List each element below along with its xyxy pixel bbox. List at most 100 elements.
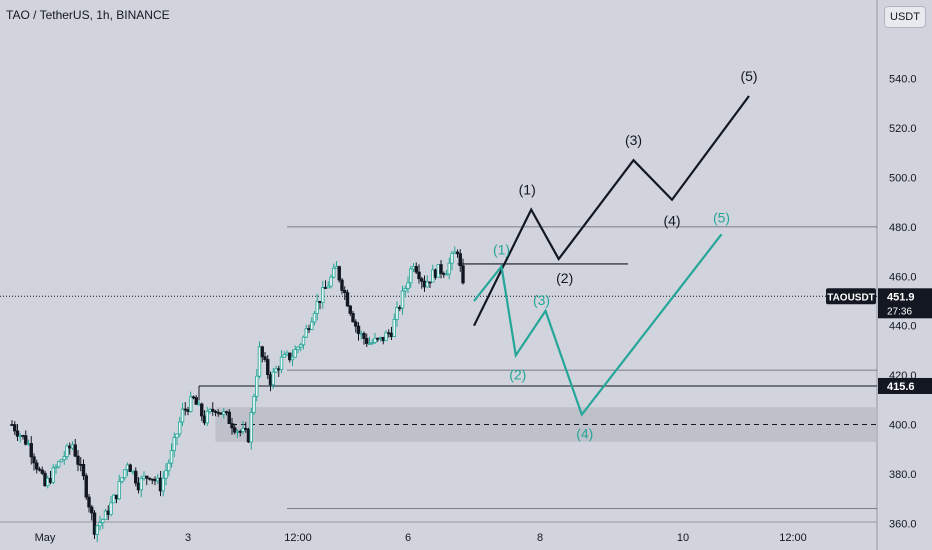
candle-up [51, 467, 55, 483]
wave-black-path [473, 95, 750, 327]
candle-up [378, 336, 383, 339]
x-tick-label: 8 [537, 532, 543, 544]
candle-up [197, 403, 201, 406]
candle-up [57, 461, 61, 468]
currency-button[interactable]: USDT [884, 6, 926, 28]
chart-title: TAO / TetherUS, 1h, BINANCE [6, 8, 170, 22]
zone-layer [215, 407, 877, 442]
candle-up [255, 375, 259, 397]
candle-up [304, 328, 308, 338]
candle-down [277, 368, 281, 371]
symbol-tag-label: TAOUSDT [827, 292, 875, 303]
candle-up [290, 356, 295, 361]
candle-down [37, 468, 42, 471]
candle-up [312, 313, 317, 323]
candle-up [123, 469, 127, 479]
candle-up [222, 411, 226, 415]
candle-down [455, 251, 460, 255]
candle-down [202, 415, 207, 424]
candle-up [164, 470, 168, 479]
candle-up [161, 477, 165, 492]
wave-green-label: (5) [713, 209, 730, 225]
candle-down [414, 266, 418, 273]
candle-down [13, 424, 17, 432]
candle-down [106, 510, 110, 516]
wave-green-label: (4) [576, 426, 593, 442]
candle-down [365, 338, 369, 344]
candle-up [367, 343, 372, 345]
candle-up [46, 477, 50, 487]
candle-down [216, 411, 220, 414]
candle-up [62, 456, 66, 461]
candle-up [180, 408, 185, 423]
candle-down [76, 455, 80, 465]
candle-down [68, 445, 72, 449]
candle-up [425, 281, 429, 288]
candle-up [274, 368, 278, 373]
candle-up [125, 464, 130, 471]
y-tick-label: 380.0 [889, 469, 917, 481]
candle-down [288, 352, 292, 361]
candle-up [447, 262, 451, 275]
candle-down [343, 290, 347, 293]
candle-down [442, 273, 446, 275]
y-tick-label: 440.0 [889, 321, 917, 333]
candle-down [376, 337, 380, 340]
candle-down [48, 477, 53, 483]
candle-up [321, 287, 325, 304]
candle-down [183, 408, 187, 411]
candle-down [389, 332, 394, 338]
candle-down [230, 423, 234, 429]
level-lines-layer [0, 226, 877, 509]
y-tick-label: 520.0 [889, 123, 917, 135]
candle-up [70, 444, 75, 449]
candle-up [109, 502, 113, 516]
candle-down [227, 411, 231, 424]
candle-up [359, 333, 363, 335]
candle-up [131, 470, 135, 473]
candle-up [329, 276, 333, 287]
candle-down [153, 479, 157, 482]
y-tick-label: 500.0 [889, 173, 917, 185]
candle-up [373, 337, 377, 343]
candle-up [117, 481, 121, 500]
candle-down [158, 477, 163, 492]
candle-up [18, 435, 22, 437]
candle-up [370, 342, 374, 344]
candle-up [95, 525, 99, 535]
candles-layer [10, 246, 465, 543]
candle-down [24, 435, 28, 445]
wave-black-label: (5) [740, 68, 757, 84]
candle-down [246, 429, 251, 443]
candle-down [136, 482, 141, 491]
candle-down [10, 424, 14, 426]
candle-up [257, 346, 262, 377]
candle-down [307, 328, 311, 331]
wave-green-label: (2) [509, 366, 526, 382]
candle-up [101, 518, 105, 524]
price-axis-background [877, 0, 932, 550]
candle-down [244, 427, 248, 430]
candle-up [189, 396, 193, 412]
candle-up [112, 494, 116, 504]
candle-down [263, 356, 267, 360]
candle-up [450, 253, 454, 264]
candle-down [340, 279, 344, 291]
y-tick-label: 540.0 [889, 74, 917, 86]
candle-down [428, 281, 432, 284]
candle-down [73, 444, 77, 457]
candle-up [453, 251, 457, 254]
candle-down [356, 325, 361, 335]
candle-down [186, 409, 190, 412]
time-axis[interactable]: May 3 12:00 6 8 10 12:00 [35, 532, 807, 544]
candle-down [461, 265, 465, 284]
x-tick-label: May [35, 532, 56, 544]
candle-up [296, 346, 300, 351]
wave-green-path [473, 233, 723, 417]
candle-down [114, 494, 119, 500]
symbol-tag [826, 288, 876, 305]
candle-down [92, 512, 97, 535]
candle-down [238, 430, 242, 433]
